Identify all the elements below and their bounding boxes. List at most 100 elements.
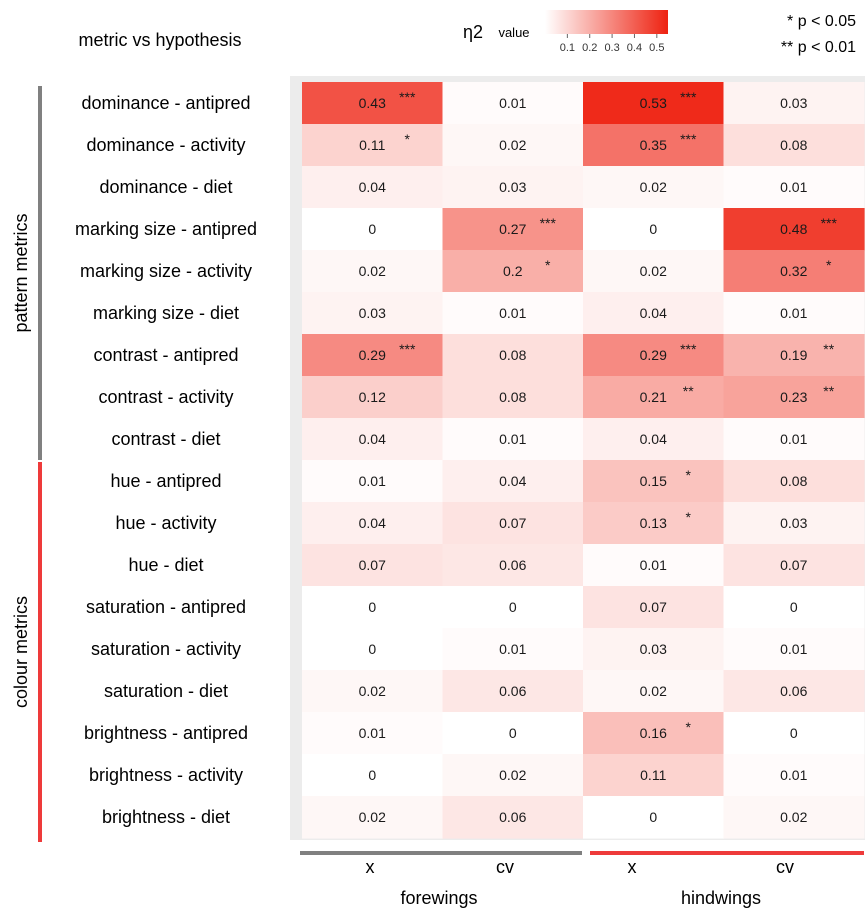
heatmap-cell xyxy=(302,460,444,503)
cell-significance-stars: *** xyxy=(399,341,416,357)
cell-significance-stars: * xyxy=(686,719,692,735)
significance-key-2: ** p < 0.01 xyxy=(781,39,856,56)
cell-value-label: 0.04 xyxy=(359,179,386,195)
heatmap-cell xyxy=(302,754,444,797)
cell-value-label: 0.2 xyxy=(503,263,523,279)
cell-significance-stars: *** xyxy=(540,215,557,231)
heatmap-cell xyxy=(442,586,584,629)
cell-value-label: 0.32 xyxy=(780,263,807,279)
cell-significance-stars: * xyxy=(545,257,551,273)
heatmap-cell xyxy=(583,82,725,125)
cell-value-label: 0.11 xyxy=(359,137,385,153)
heatmap-cell xyxy=(442,418,584,461)
heatmap-cell xyxy=(583,460,725,503)
heatmap-cell xyxy=(442,712,584,755)
cell-value-label: 0 xyxy=(790,725,798,741)
row-label: dominance - activity xyxy=(86,135,245,155)
legend-tick-label: 0.1 xyxy=(560,42,575,54)
heatmap-cell xyxy=(442,796,584,839)
cell-value-label: 0.48 xyxy=(780,221,807,237)
heatmap-cell xyxy=(302,502,444,545)
row-label: hue - diet xyxy=(128,555,203,575)
row-group-label: colour metrics xyxy=(11,596,31,708)
heatmap-cell xyxy=(583,376,725,419)
cell-value-label: 0.27 xyxy=(499,221,526,237)
column-label: x xyxy=(628,857,637,877)
heatmap-cell xyxy=(583,418,725,461)
cell-value-label: 0 xyxy=(368,767,376,783)
row-label: saturation - activity xyxy=(91,639,241,659)
cell-significance-stars: * xyxy=(686,509,692,525)
cell-value-label: 0.08 xyxy=(499,389,526,405)
cell-value-label: 0.01 xyxy=(359,473,386,489)
cell-value-label: 0 xyxy=(368,641,376,657)
heatmap-cell xyxy=(302,586,444,629)
legend-tick-label: 0.2 xyxy=(582,42,597,54)
heatmap-cell xyxy=(302,628,444,671)
cell-value-label: 0.01 xyxy=(499,305,526,321)
cell-value-label: 0.21 xyxy=(640,389,667,405)
row-label: contrast - activity xyxy=(98,387,233,407)
heatmap-cell xyxy=(583,250,725,293)
row-label: brightness - diet xyxy=(102,807,230,827)
cell-significance-stars: ** xyxy=(823,341,834,357)
heatmap-cell xyxy=(723,334,865,377)
heatmap-cell xyxy=(302,334,444,377)
cell-value-label: 0.04 xyxy=(640,431,667,447)
row-label: marking size - diet xyxy=(93,303,239,323)
row-label: dominance - antipred xyxy=(81,93,250,113)
heatmap-cell xyxy=(302,544,444,587)
column-group-label: hindwings xyxy=(681,888,761,908)
cell-value-label: 0.03 xyxy=(780,95,807,111)
heatmap-cell xyxy=(583,754,725,797)
cell-value-label: 0.07 xyxy=(499,515,526,531)
heatmap-cell xyxy=(302,292,444,335)
row-label: dominance - diet xyxy=(99,177,232,197)
cell-value-label: 0.01 xyxy=(640,557,667,573)
cell-value-label: 0.02 xyxy=(640,263,667,279)
column-group-label: forewings xyxy=(400,888,477,908)
heatmap-cell xyxy=(302,712,444,755)
cell-value-label: 0.01 xyxy=(780,641,807,657)
cell-significance-stars: *** xyxy=(399,89,416,105)
cell-value-label: 0 xyxy=(509,725,517,741)
cell-significance-stars: *** xyxy=(680,341,697,357)
cell-value-label: 0.01 xyxy=(780,431,807,447)
cell-value-label: 0 xyxy=(790,599,798,615)
cell-value-label: 0.01 xyxy=(499,641,526,657)
cell-value-label: 0.02 xyxy=(359,809,386,825)
heatmap-cell xyxy=(302,796,444,839)
cell-value-label: 0.01 xyxy=(780,179,807,195)
cell-value-label: 0.02 xyxy=(640,683,667,699)
cell-value-label: 0.08 xyxy=(499,347,526,363)
cell-value-label: 0.04 xyxy=(359,515,386,531)
cell-value-label: 0 xyxy=(368,221,376,237)
row-label: marking size - activity xyxy=(80,261,252,281)
cell-value-label: 0.08 xyxy=(780,137,807,153)
heatmap-cell xyxy=(302,376,444,419)
heatmap-cell xyxy=(723,418,865,461)
row-label: hue - antipred xyxy=(110,471,221,491)
heatmap-cell xyxy=(442,670,584,713)
heatmap-cell xyxy=(583,166,725,209)
cell-value-label: 0.35 xyxy=(640,137,667,153)
heatmap-cell xyxy=(302,250,444,293)
heatmap-cell xyxy=(723,124,865,167)
cell-value-label: 0.04 xyxy=(640,305,667,321)
cell-value-label: 0 xyxy=(368,599,376,615)
cell-value-label: 0.03 xyxy=(499,179,526,195)
row-labels: dominance - antipred dominance - activity… xyxy=(75,93,257,827)
cell-value-label: 0.02 xyxy=(780,809,807,825)
legend-label: value xyxy=(498,25,529,40)
cell-significance-stars: * xyxy=(686,467,692,483)
heatmap-cell xyxy=(442,166,584,209)
heatmap-cell xyxy=(583,208,725,251)
heatmap-cell xyxy=(442,334,584,377)
heatmap-cell xyxy=(442,628,584,671)
heatmap-cell xyxy=(302,418,444,461)
cell-value-label: 0.15 xyxy=(640,473,667,489)
heatmap-cell xyxy=(583,334,725,377)
heatmap-cell xyxy=(442,502,584,545)
cell-value-label: 0.19 xyxy=(780,347,807,363)
column-label: cv xyxy=(496,857,514,877)
